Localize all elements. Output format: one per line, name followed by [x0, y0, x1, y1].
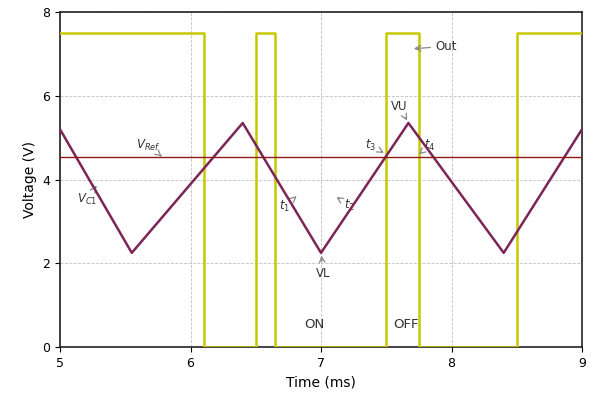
Text: VU: VU — [391, 99, 407, 119]
Text: $t_2$: $t_2$ — [338, 198, 355, 213]
Text: $V_{Ref}$: $V_{Ref}$ — [136, 138, 161, 156]
Text: Out: Out — [415, 40, 457, 53]
Text: $t_3$: $t_3$ — [365, 138, 383, 153]
X-axis label: Time (ms): Time (ms) — [286, 375, 356, 389]
Y-axis label: Voltage (V): Voltage (V) — [23, 141, 37, 218]
Text: VL: VL — [316, 257, 331, 280]
Text: $t_1$: $t_1$ — [279, 197, 296, 214]
Text: OFF: OFF — [393, 318, 419, 331]
Text: ON: ON — [304, 318, 325, 331]
Text: $t_4$: $t_4$ — [420, 138, 435, 154]
Text: $V_{C1}$: $V_{C1}$ — [77, 187, 97, 207]
